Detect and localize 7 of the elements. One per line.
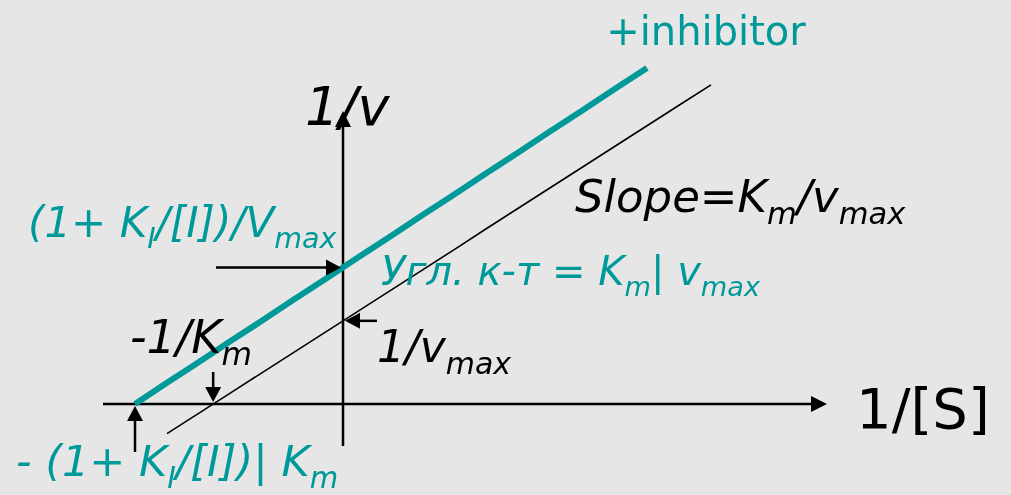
series-label: +inhibitor <box>606 8 807 54</box>
annotation: (1+ K$_{I}$/[I])/V$_{max}$ <box>28 198 338 256</box>
text: - (1+ K$_{I}$/[I])| K$_{m}$ <box>16 436 339 495</box>
annotation: 1/v$_{max}$ <box>377 321 512 381</box>
annotation: Slope=K$_{m}$/v$_{max}$ <box>575 170 907 232</box>
x-axis-title: 1/[S] <box>856 376 990 441</box>
annotation: -1/K$_{m}$ <box>130 310 252 373</box>
